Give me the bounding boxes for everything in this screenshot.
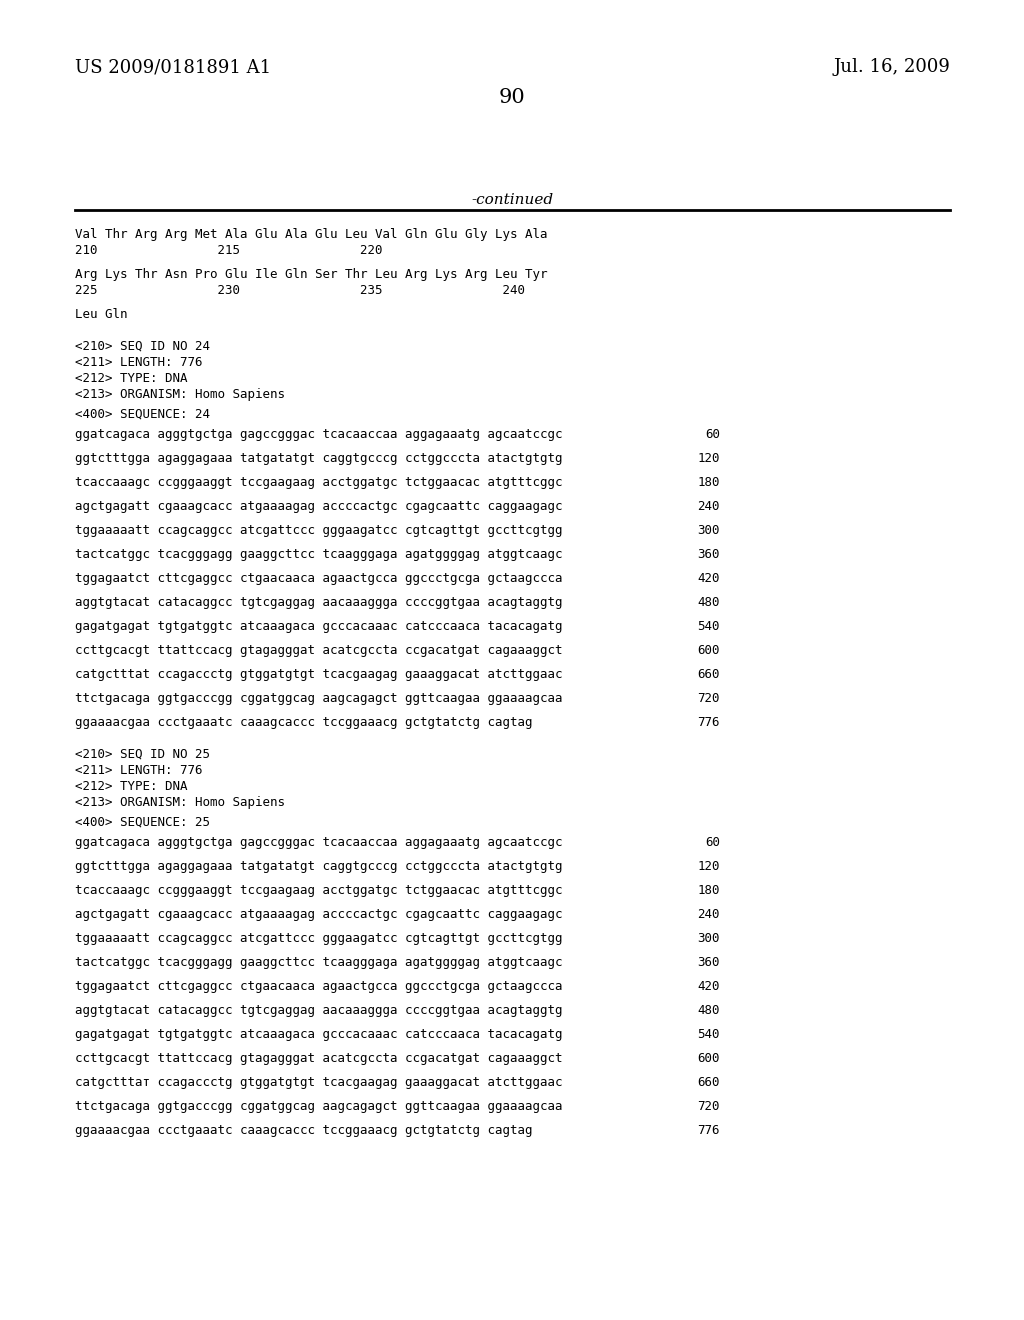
Text: 720: 720: [697, 692, 720, 705]
Text: Jul. 16, 2009: Jul. 16, 2009: [834, 58, 950, 77]
Text: 120: 120: [697, 861, 720, 873]
Text: 360: 360: [697, 956, 720, 969]
Text: 90: 90: [499, 88, 525, 107]
Text: 660: 660: [697, 1076, 720, 1089]
Text: <212> TYPE: DNA: <212> TYPE: DNA: [75, 780, 187, 793]
Text: <213> ORGANISM: Homo Sapiens: <213> ORGANISM: Homo Sapiens: [75, 388, 285, 401]
Text: gagatgagat tgtgatggtc atcaaagaca gcccacaaac catcccaaca tacacagatg: gagatgagat tgtgatggtc atcaaagaca gcccaca…: [75, 620, 562, 634]
Text: ggatcagaca agggtgctga gagccgggac tcacaaccaa aggagaaatg agcaatccgc: ggatcagaca agggtgctga gagccgggac tcacaac…: [75, 836, 562, 849]
Text: US 2009/0181891 A1: US 2009/0181891 A1: [75, 58, 271, 77]
Text: 480: 480: [697, 597, 720, 609]
Text: tggagaatct cttcgaggcc ctgaacaaca agaactgcca ggccctgcga gctaagccca: tggagaatct cttcgaggcc ctgaacaaca agaactg…: [75, 979, 562, 993]
Text: Val Thr Arg Arg Met Ala Glu Ala Glu Leu Val Gln Glu Gly Lys Ala: Val Thr Arg Arg Met Ala Glu Ala Glu Leu …: [75, 228, 548, 242]
Text: ttctgacaga ggtgacccgg cggatggcag aagcagagct ggttcaagaa ggaaaagcaa: ttctgacaga ggtgacccgg cggatggcag aagcaga…: [75, 1100, 562, 1113]
Text: <400> SEQUENCE: 24: <400> SEQUENCE: 24: [75, 408, 210, 421]
Text: 776: 776: [697, 1125, 720, 1137]
Text: <211> LENGTH: 776: <211> LENGTH: 776: [75, 356, 203, 370]
Text: 600: 600: [697, 1052, 720, 1065]
Text: <400> SEQUENCE: 25: <400> SEQUENCE: 25: [75, 816, 210, 829]
Text: -continued: -continued: [471, 193, 553, 207]
Text: 540: 540: [697, 1028, 720, 1041]
Text: <211> LENGTH: 776: <211> LENGTH: 776: [75, 764, 203, 777]
Text: tcaccaaagc ccgggaaggt tccgaagaag acctggatgc tctggaacac atgtttcggc: tcaccaaagc ccgggaaggt tccgaagaag acctgga…: [75, 477, 562, 488]
Text: 180: 180: [697, 477, 720, 488]
Text: 540: 540: [697, 620, 720, 634]
Text: 225                230                235                240: 225 230 235 240: [75, 284, 525, 297]
Text: aggtgtacat catacaggcc tgtcgaggag aacaaaggga ccccggtgaa acagtaggtg: aggtgtacat catacaggcc tgtcgaggag aacaaag…: [75, 597, 562, 609]
Text: 300: 300: [697, 524, 720, 537]
Text: 60: 60: [705, 428, 720, 441]
Text: Leu Gln: Leu Gln: [75, 308, 128, 321]
Text: aggtgtacat catacaggcc tgtcgaggag aacaaaggga ccccggtgaa acagtaggtg: aggtgtacat catacaggcc tgtcgaggag aacaaag…: [75, 1005, 562, 1016]
Text: ggaaaacgaa ccctgaaatc caaagcaccc tccggaaacg gctgtatctg cagtag: ggaaaacgaa ccctgaaatc caaagcaccc tccggaa…: [75, 715, 532, 729]
Text: tactcatggc tcacgggagg gaaggcttcc tcaagggaga agatggggag atggtcaagc: tactcatggc tcacgggagg gaaggcttcc tcaaggg…: [75, 548, 562, 561]
Text: ggatcagaca agggtgctga gagccgggac tcacaaccaa aggagaaatg agcaatccgc: ggatcagaca agggtgctga gagccgggac tcacaac…: [75, 428, 562, 441]
Text: catgctttат ccagaccctg gtggatgtgt tcacgaagag gaaaggacat atcttggaac: catgctttат ccagaccctg gtggatgtgt tcacgaa…: [75, 1076, 562, 1089]
Text: 210                215                220: 210 215 220: [75, 244, 383, 257]
Text: agctgagatt cgaaagcacc atgaaaagag accccactgc cgagcaattc caggaagagc: agctgagatt cgaaagcacc atgaaaagag accccac…: [75, 500, 562, 513]
Text: ccttgcacgt ttattccacg gtagagggat acatcgccta ccgacatgat cagaaaggct: ccttgcacgt ttattccacg gtagagggat acatcgc…: [75, 1052, 562, 1065]
Text: ggaaaacgaa ccctgaaatc caaagcaccc tccggaaacg gctgtatctg cagtag: ggaaaacgaa ccctgaaatc caaagcaccc tccggaa…: [75, 1125, 532, 1137]
Text: 180: 180: [697, 884, 720, 898]
Text: 480: 480: [697, 1005, 720, 1016]
Text: 60: 60: [705, 836, 720, 849]
Text: 420: 420: [697, 572, 720, 585]
Text: 240: 240: [697, 908, 720, 921]
Text: ggtctttgga agaggagaaa tatgatatgt caggtgcccg cctggcccta atactgtgtg: ggtctttgga agaggagaaa tatgatatgt caggtgc…: [75, 861, 562, 873]
Text: <213> ORGANISM: Homo Sapiens: <213> ORGANISM: Homo Sapiens: [75, 796, 285, 809]
Text: tggaaaaatt ccagcaggcc atcgattccc gggaagatcc cgtcagttgt gccttcgtgg: tggaaaaatt ccagcaggcc atcgattccc gggaaga…: [75, 524, 562, 537]
Text: agctgagatt cgaaagcacc atgaaaagag accccactgc cgagcaattc caggaagagc: agctgagatt cgaaagcacc atgaaaagag accccac…: [75, 908, 562, 921]
Text: 420: 420: [697, 979, 720, 993]
Text: tggaaaaatt ccagcaggcc atcgattccc gggaagatcc cgtcagttgt gccttcgtgg: tggaaaaatt ccagcaggcc atcgattccc gggaaga…: [75, 932, 562, 945]
Text: <210> SEQ ID NO 25: <210> SEQ ID NO 25: [75, 748, 210, 762]
Text: tactcatggc tcacgggagg gaaggcttcc tcaagggaga agatggggag atggtcaagc: tactcatggc tcacgggagg gaaggcttcc tcaaggg…: [75, 956, 562, 969]
Text: 660: 660: [697, 668, 720, 681]
Text: gagatgagat tgtgatggtc atcaaagaca gcccacaaac catcccaaca tacacagatg: gagatgagat tgtgatggtc atcaaagaca gcccaca…: [75, 1028, 562, 1041]
Text: 240: 240: [697, 500, 720, 513]
Text: 720: 720: [697, 1100, 720, 1113]
Text: <212> TYPE: DNA: <212> TYPE: DNA: [75, 372, 187, 385]
Text: Arg Lys Thr Asn Pro Glu Ile Gln Ser Thr Leu Arg Lys Arg Leu Tyr: Arg Lys Thr Asn Pro Glu Ile Gln Ser Thr …: [75, 268, 548, 281]
Text: ggtctttgga agaggagaaa tatgatatgt caggtgcccg cctggcccta atactgtgtg: ggtctttgga agaggagaaa tatgatatgt caggtgc…: [75, 451, 562, 465]
Text: 120: 120: [697, 451, 720, 465]
Text: ccttgcacgt ttattccacg gtagagggat acatcgccta ccgacatgat cagaaaggct: ccttgcacgt ttattccacg gtagagggat acatcgc…: [75, 644, 562, 657]
Text: 776: 776: [697, 715, 720, 729]
Text: ttctgacaga ggtgacccgg cggatggcag aagcagagct ggttcaagaa ggaaaagcaa: ttctgacaga ggtgacccgg cggatggcag aagcaga…: [75, 692, 562, 705]
Text: catgctttat ccagaccctg gtggatgtgt tcacgaagag gaaaggacat atcttggaac: catgctttat ccagaccctg gtggatgtgt tcacgaa…: [75, 668, 562, 681]
Text: tcaccaaagc ccgggaaggt tccgaagaag acctggatgc tctggaacac atgtttcggc: tcaccaaagc ccgggaaggt tccgaagaag acctgga…: [75, 884, 562, 898]
Text: 600: 600: [697, 644, 720, 657]
Text: tggagaatct cttcgaggcc ctgaacaaca agaactgcca ggccctgcga gctaagccca: tggagaatct cttcgaggcc ctgaacaaca agaactg…: [75, 572, 562, 585]
Text: 360: 360: [697, 548, 720, 561]
Text: 300: 300: [697, 932, 720, 945]
Text: <210> SEQ ID NO 24: <210> SEQ ID NO 24: [75, 341, 210, 352]
